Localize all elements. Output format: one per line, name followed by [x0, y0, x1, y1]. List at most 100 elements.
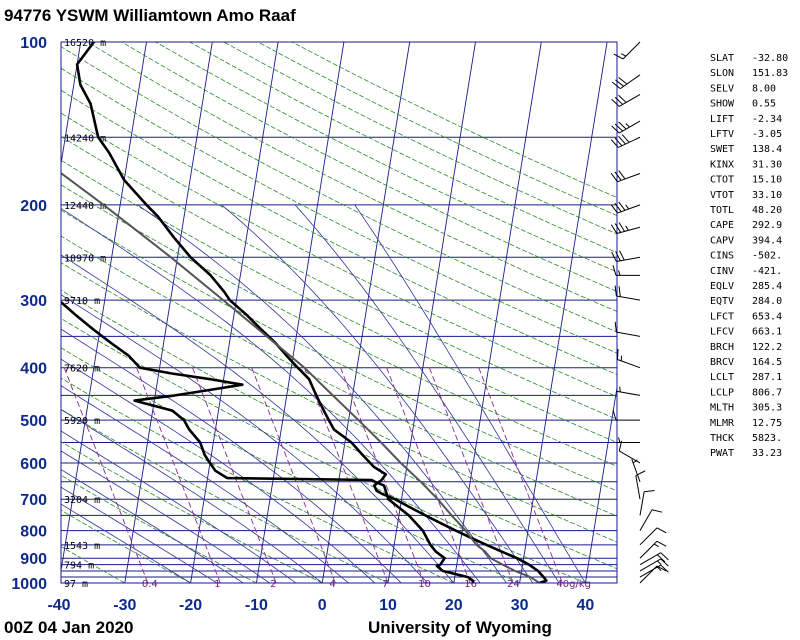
temperature-axis: -40 -30 -20 -10 0 10 20 30 40: [47, 597, 594, 614]
wind-barb: [639, 490, 655, 516]
isotherm-line: [453, 42, 542, 583]
dry-adiabat-line: [61, 46, 617, 333]
dry-adiabat-line: [61, 159, 617, 443]
moist-adiabat-line: [61, 207, 481, 583]
index-name: LFCT: [710, 311, 734, 322]
mixing-ratio-label: 7: [382, 579, 388, 590]
mixing-ratio-labels: 0.4 1 2 4 7 10 16 24 40g/kg: [142, 579, 591, 590]
index-name: EQLV: [710, 281, 734, 292]
wind-barb: [616, 437, 640, 444]
index-value: 151.83: [752, 68, 788, 79]
temperature-tick-label: 30: [511, 597, 529, 614]
moist-adiabat-line: [61, 430, 297, 583]
index-name: LFTV: [710, 129, 734, 140]
wind-barb: [639, 558, 669, 572]
index-row: PWAT 33.23: [710, 448, 782, 459]
mixing-ratio-line: [303, 367, 389, 583]
mixing-ratio-line: [63, 367, 149, 583]
pressure-tick-label: 200: [20, 198, 47, 215]
index-row: THCK 5823.: [710, 433, 782, 444]
moist-adiabat-line: [61, 294, 428, 583]
chart-date: 00Z 04 Jan 2020: [4, 618, 133, 637]
dry-adiabat-line: [61, 441, 323, 583]
index-row: CINV -421.: [710, 266, 782, 277]
wind-barbs: [610, 41, 669, 584]
moist-adiabat-line: [61, 503, 191, 583]
index-name: LCLT: [710, 372, 734, 383]
index-value: 33.23: [752, 448, 782, 459]
height-label: 7620 m: [64, 364, 100, 375]
index-value: 31.30: [752, 159, 782, 170]
wind-barb: [610, 134, 641, 148]
index-row: SELV 8.00: [710, 83, 776, 94]
index-row: EQLV 285.4: [710, 281, 782, 292]
wind-barb: [611, 93, 641, 107]
wind-barb: [631, 459, 641, 482]
index-name: CTOT: [710, 175, 734, 186]
dry-adiabat-line: [61, 289, 617, 570]
index-row: CAPE 292.9: [710, 220, 782, 231]
index-value: 305.3: [752, 403, 782, 414]
moist-adiabat-line: [61, 358, 376, 583]
pressure-tick-label: 500: [20, 413, 47, 430]
index-name: LCLP: [710, 387, 734, 398]
pressure-tick-label: 800: [20, 524, 47, 541]
moist-adiabat-line: [61, 328, 402, 583]
chart-title: 94776 YSWM Williamtown Amo Raaf: [4, 6, 296, 25]
index-value: -32.80: [752, 53, 788, 64]
isotherm-line: [61, 42, 82, 167]
isotherm-line: [255, 42, 345, 583]
wind-barb: [610, 170, 641, 183]
index-name: SLON: [710, 68, 734, 79]
height-label: 16520 m: [64, 38, 106, 49]
moist-adiabat-line: [61, 469, 244, 583]
index-value: 8.00: [752, 83, 776, 94]
index-row: SLON 151.83: [710, 68, 788, 79]
index-name: LIFT: [710, 114, 734, 125]
pressure-axis: 100 200 300 400 500 600 700 800 900 1000: [11, 35, 47, 593]
temperature-tick-label: 40: [577, 597, 595, 614]
index-row: CINS -502.: [710, 251, 782, 262]
mixing-ratio-line: [428, 367, 514, 583]
index-row: LIFT -2.34: [710, 114, 782, 125]
index-row: MLMR 12.75: [710, 418, 782, 429]
mixing-ratio-label: 1: [214, 579, 220, 590]
index-value: 12.75: [752, 418, 782, 429]
isotherm-line: [124, 42, 213, 583]
height-label: 10970 m: [64, 253, 106, 264]
height-label: 97 m: [64, 579, 88, 590]
index-name: SHOW: [710, 99, 735, 110]
index-name: SLAT: [710, 53, 734, 64]
index-name: MLTH: [710, 403, 734, 414]
index-name: CINS: [710, 251, 734, 262]
temperature-tick-label: -40: [47, 597, 70, 614]
mixing-ratio-line: [192, 367, 277, 583]
wind-barb: [639, 552, 669, 566]
sounding-profiles: [61, 42, 548, 583]
index-row: CAPV 394.4: [710, 235, 782, 246]
mixing-ratio-line: [478, 367, 563, 583]
wind-barb: [614, 321, 641, 337]
wind-barb: [611, 120, 641, 134]
index-name: KINX: [710, 159, 734, 170]
index-name: BRCV: [710, 357, 734, 368]
parcel-profile-line: [61, 171, 540, 583]
pressure-tick-label: 400: [20, 361, 47, 378]
dry-adiabat-line: [61, 89, 617, 376]
isotherm-line: [387, 42, 476, 583]
isotherm-line: [61, 42, 147, 574]
isotherm-line: [321, 42, 411, 583]
chart-credit: University of Wyoming: [368, 618, 552, 637]
index-row: MLTH 305.3: [710, 403, 782, 414]
wind-barb: [639, 540, 667, 559]
index-value: -2.34: [752, 114, 782, 125]
index-value: 663.1: [752, 327, 782, 338]
index-value: -3.05: [752, 129, 782, 140]
height-label: 794 m: [64, 561, 94, 572]
index-value: 0.55: [752, 99, 776, 110]
wind-barb: [613, 41, 641, 60]
index-row: VTOT 33.10: [710, 190, 782, 201]
wind-barb: [639, 527, 667, 546]
temperature-tick-label: -20: [179, 597, 202, 614]
isotherm-line: [190, 42, 279, 583]
